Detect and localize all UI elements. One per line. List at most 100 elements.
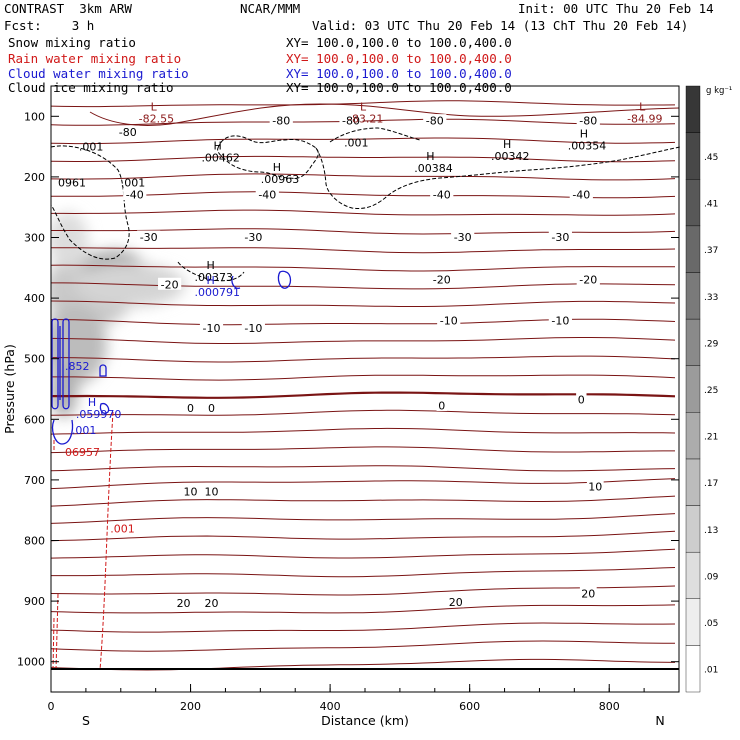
isotherm-line: [51, 100, 676, 108]
contour-value-label: .001: [110, 522, 135, 535]
temperature-label: -10: [440, 315, 458, 328]
temperature-label-bg: [182, 485, 199, 498]
extremum-marker: H: [503, 138, 511, 151]
contour-value-label: 0961: [58, 176, 86, 189]
temperature-label: 10: [184, 486, 198, 499]
isotherm-line: [51, 355, 676, 363]
field-snow-label: Snow mixing ratio: [8, 35, 136, 50]
extremum-marker: L: [151, 100, 158, 113]
temperature-label-bg: [137, 230, 161, 243]
temperature-label: -40: [433, 189, 451, 202]
isotherm-line: [51, 137, 676, 145]
field-cloudwater-label: Cloud water mixing ratio: [8, 66, 189, 81]
extremum-value: .00384: [414, 162, 453, 175]
extremum-marker: H: [88, 396, 96, 409]
y-tick-label: 800: [24, 535, 45, 548]
colorbar-label: .21: [704, 433, 718, 443]
field-cloudwater-xy: XY= 100.0,100.0 to 100.0,400.0: [286, 66, 512, 81]
temperature-label-bg: [423, 114, 447, 127]
x-tick-label: 800: [599, 700, 620, 713]
temperature-label: -80: [426, 115, 444, 128]
x-tick-label: 400: [320, 700, 341, 713]
temperature-label: -10: [203, 322, 221, 335]
colorbar-label: .09: [704, 572, 719, 582]
extremum-value: .000791: [194, 286, 240, 299]
extremum-value: .00354: [568, 140, 607, 153]
colorbar-unit: g kg⁻¹: [706, 86, 732, 96]
y-tick-label: 400: [24, 292, 45, 305]
isotherm-line: [51, 209, 676, 216]
isotherm-line: [51, 300, 676, 307]
colorbar-swatch: [685, 179, 701, 227]
colorbar-label: .13: [704, 526, 718, 536]
contour-value-label: .001: [79, 141, 104, 154]
contour-value-label: .001: [121, 176, 145, 189]
y-tick-label: 100: [24, 110, 45, 123]
temperature-label-bg: [548, 314, 572, 327]
temperature-label-bg: [116, 125, 140, 138]
temperature-label-bg: [569, 188, 593, 201]
colorbar-swatch: [685, 505, 701, 553]
temperature-label: 20: [204, 597, 218, 610]
extremum-marker: H: [206, 274, 214, 287]
extremum-value: .00462: [201, 152, 240, 165]
extremum-marker: L: [360, 100, 367, 113]
y-tick-label: 200: [24, 171, 45, 184]
cloud-water-contours: [51, 270, 292, 445]
colorbar-label: .05: [704, 619, 718, 629]
y-tick-label: 900: [24, 595, 45, 608]
temperature-label: -20: [161, 278, 179, 291]
extremum-marker: L: [639, 100, 646, 113]
y-tick-label: 500: [24, 353, 45, 366]
y-tick-label: 600: [24, 413, 45, 426]
temperature-label-bg: [241, 321, 265, 334]
colorbar-swatch: [685, 551, 701, 599]
temperature-label: -80: [119, 126, 137, 139]
temperature-label-bg: [579, 586, 597, 599]
colorbar-swatch: [685, 85, 701, 133]
temperature-label-bg: [123, 188, 147, 201]
isotherm-line: [51, 585, 676, 596]
colorbar-swatch: [685, 458, 701, 506]
isotherm-line: [51, 465, 676, 472]
field-cloudice-label: Cloud ice mixing ratio: [8, 80, 174, 95]
temperature-label: -30: [140, 231, 158, 244]
temperature-label: 10: [204, 486, 218, 499]
extremum-marker: H: [426, 150, 434, 163]
isotherm-line: [51, 173, 676, 181]
temperature-label: 0: [187, 402, 194, 415]
snow-shading: [51, 212, 185, 418]
north-label: N: [655, 713, 664, 728]
isotherm-line: [51, 604, 676, 614]
colorbar-swatch: [685, 272, 701, 320]
temperature-label-bg: [175, 596, 192, 609]
isotherm-top-line: [89, 103, 679, 126]
y-axis-label: Pressure (hPa): [2, 344, 17, 434]
temperature-label-bg: [430, 188, 454, 201]
temperature-label: -10: [551, 315, 569, 328]
temperature-label-bg: [576, 392, 587, 405]
temperature-label-bg: [586, 480, 604, 493]
temperature-label: -80: [272, 115, 290, 128]
colorbar-label: .37: [704, 246, 718, 256]
isotherm-line: [51, 427, 676, 435]
isotherm-line: [51, 318, 676, 326]
field-rain-label: Rain water mixing ratio: [8, 51, 182, 66]
field-cloudice-xy: XY= 100.0,100.0 to 100.0,400.0: [286, 80, 512, 95]
colorbar-label: .01: [704, 666, 718, 676]
extremum-marker: H: [580, 128, 588, 141]
temperature-label-bg: [447, 595, 465, 608]
temperature-contours: [51, 100, 679, 671]
init-time: Init: 00 UTC Thu 20 Feb 14: [518, 1, 714, 16]
temperature-label-bg: [199, 321, 224, 334]
colorbar: .01 .05 .09 .13 .17 .21 .25 .29 .33 .37 .41 .45: [685, 85, 719, 693]
temperature-label-bg: [255, 188, 279, 201]
colorbar-swatch: [685, 225, 701, 273]
field-rain-xy: XY= 100.0,100.0 to 100.0,400.0: [286, 51, 512, 66]
contour-value-label: 06957: [65, 446, 100, 459]
colorbar-label: .29: [704, 339, 719, 349]
contour-value-label: .001: [344, 136, 369, 149]
axes: 0 200 400 600 800100200300400500600700800900…: [17, 110, 680, 713]
cloud-ice-contour: [50, 127, 681, 282]
